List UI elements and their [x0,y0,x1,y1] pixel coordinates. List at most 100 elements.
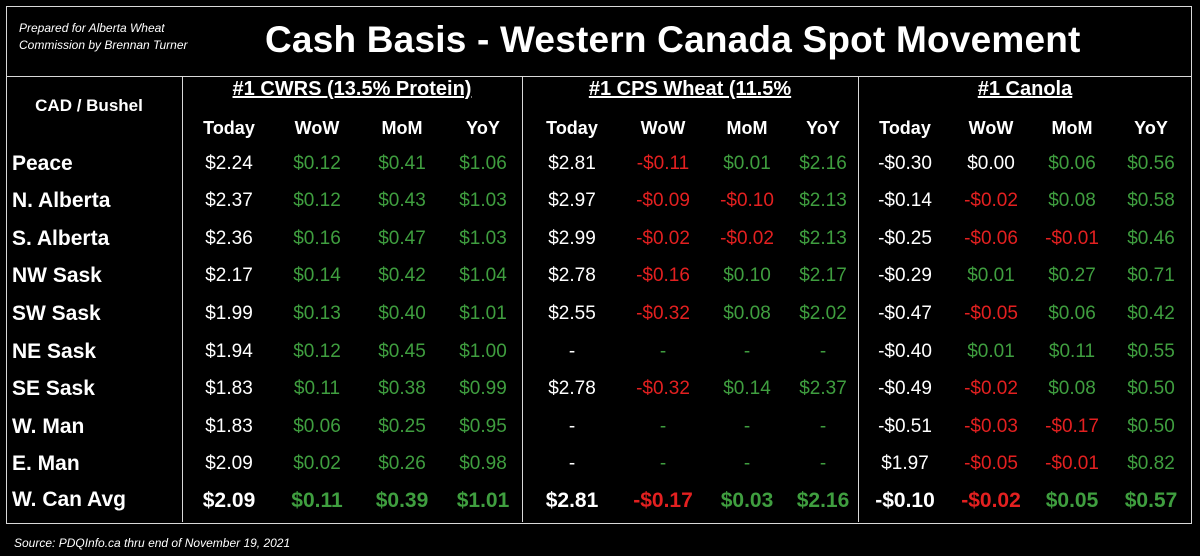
row-label: NW Sask [12,264,102,287]
column-header-wow: WoW [968,118,1014,138]
cell-cwrs-today: $1.99 [205,303,253,324]
cell-cwrs-wow: $0.16 [293,228,341,249]
cell-canola-wow: -$0.03 [964,416,1018,437]
row-label: NE Sask [12,340,97,363]
cell-cps-wow: -$0.32 [636,303,690,324]
column-header-yoy: YoY [1134,118,1168,138]
cell-canola-today: $1.97 [881,453,929,474]
table-frame: Prepared for Alberta Wheat Commission by… [6,6,1192,524]
cell-cps-wow: - [659,341,667,362]
cell-cwrs-today: $2.17 [205,265,253,286]
cell-canola-wow: -$0.06 [964,228,1018,249]
cell-cwrs-yoy: $1.00 [459,341,507,362]
cell-canola-today: -$0.14 [878,190,932,211]
cell-canola-today: -$0.47 [878,303,932,324]
column-header-mom: MoM [1051,118,1093,138]
unit-label: CAD / Bushel [35,96,143,115]
cell-cwrs-yoy: $0.98 [459,453,507,474]
cell-cps-today: $2.55 [548,303,596,324]
cell-cwrs-wow: $0.11 [293,378,341,399]
cell-cps-today: $2.78 [548,265,596,286]
group-header-canola: #1 Canola [977,78,1073,100]
page-title: Cash Basis - Western Canada Spot Movemen… [265,19,1081,60]
cell-cwrs-today: $2.24 [205,153,253,174]
cell-canola-mom: $0.05 [1045,489,1099,512]
cell-canola-today: -$0.40 [878,341,932,362]
cell-cps-mom: $0.03 [720,489,774,512]
column-header-today: Today [546,118,598,138]
source-note: Source: PDQInfo.ca thru end of November … [14,536,291,550]
header: Prepared for Alberta Wheat Commission by… [7,7,1191,77]
cell-cps-yoy: $2.13 [799,228,847,249]
cell-cps-mom: -$0.02 [720,228,774,249]
column-header-yoy: YoY [466,118,500,138]
cell-canola-yoy: $0.58 [1127,190,1175,211]
cell-cwrs-wow: $0.13 [293,303,341,324]
cell-cwrs-mom: $0.45 [378,341,426,362]
cell-cwrs-mom: $0.41 [378,153,426,174]
cell-cps-wow: - [659,416,667,437]
group-header-cps: #1 CPS Wheat (11.5% [588,78,792,100]
cell-cps-mom: - [743,416,751,437]
column-divider [182,76,183,522]
cell-canola-today: -$0.29 [878,265,932,286]
row-label: SE Sask [12,377,95,400]
column-header-mom: MoM [381,118,423,138]
prepared-by-line-2: Commission by Brennan Turner [19,38,188,52]
cell-canola-wow: $0.00 [967,153,1015,174]
cell-canola-mom: $0.08 [1048,378,1096,399]
cell-cps-wow: - [659,453,667,474]
cell-canola-mom: $0.11 [1048,341,1096,362]
cell-cwrs-mom: $0.42 [378,265,426,286]
cell-cwrs-yoy: $1.01 [459,303,507,324]
cell-cps-mom: $0.08 [723,303,771,324]
cell-cps-today: $2.81 [545,489,599,512]
cell-cwrs-mom: $0.25 [378,416,426,437]
column-header-yoy: YoY [806,118,840,138]
cell-canola-wow: -$0.02 [964,378,1018,399]
cell-canola-yoy: $0.42 [1127,303,1175,324]
row-label: N. Alberta [12,189,111,212]
cell-cwrs-yoy: $1.03 [459,228,507,249]
cell-cwrs-wow: $0.11 [291,489,343,512]
group-header-cwrs: #1 CWRS (13.5% Protein) [232,78,472,100]
cell-canola-wow: $0.01 [967,265,1015,286]
cell-canola-today: -$0.30 [878,153,932,174]
cell-cps-wow: -$0.09 [636,190,690,211]
cell-cwrs-yoy: $1.03 [459,190,507,211]
prepared-by-note: Prepared for Alberta Wheat Commission by… [19,20,188,54]
cell-cps-yoy: $2.17 [799,265,847,286]
cell-canola-today: -$0.51 [878,416,932,437]
cell-cps-yoy: - [819,453,827,474]
cell-canola-yoy: $0.50 [1127,416,1175,437]
cell-cps-today: $2.78 [548,378,596,399]
cell-cps-today: $2.97 [548,190,596,211]
cell-canola-yoy: $0.46 [1127,228,1175,249]
cell-cps-wow: -$0.02 [636,228,690,249]
cell-cwrs-wow: $0.12 [293,190,341,211]
cell-canola-today: -$0.49 [878,378,932,399]
cell-canola-wow: -$0.05 [964,303,1018,324]
cell-cps-wow: -$0.32 [636,378,690,399]
cell-cps-wow: -$0.17 [633,489,693,512]
cell-cwrs-mom: $0.38 [378,378,426,399]
cell-cwrs-today: $2.37 [205,190,253,211]
cell-cps-mom: $0.01 [723,153,771,174]
prepared-by-line-1: Prepared for Alberta Wheat [19,21,165,35]
cell-cwrs-mom: $0.40 [378,303,426,324]
cell-cwrs-wow: $0.12 [293,153,341,174]
cell-canola-today: -$0.25 [878,228,932,249]
cell-canola-wow: -$0.02 [964,190,1018,211]
cell-cwrs-yoy: $0.95 [459,416,507,437]
cell-cwrs-today: $2.36 [205,228,253,249]
cell-canola-mom: $0.27 [1048,265,1096,286]
cell-canola-yoy: $0.57 [1124,489,1178,512]
cell-cps-wow: -$0.16 [636,265,690,286]
cell-cwrs-wow: $0.12 [293,341,341,362]
cell-cps-yoy: - [819,416,827,437]
row-label: Peace [12,152,73,175]
cell-cwrs-mom: $0.26 [378,453,426,474]
cell-canola-mom: -$0.01 [1045,228,1099,249]
row-label: E. Man [12,452,80,475]
column-header-today: Today [879,118,931,138]
